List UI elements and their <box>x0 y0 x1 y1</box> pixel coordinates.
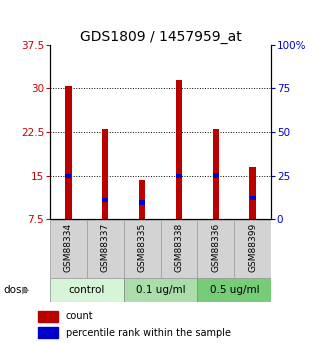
Text: control: control <box>68 285 105 295</box>
Text: GSM88335: GSM88335 <box>137 223 147 272</box>
Bar <box>213 129 219 219</box>
Bar <box>102 129 108 219</box>
Bar <box>38 327 57 338</box>
Text: 0.1 ug/ml: 0.1 ug/ml <box>136 285 185 295</box>
Bar <box>50 278 124 302</box>
Bar <box>213 174 219 178</box>
Bar <box>139 200 145 205</box>
Text: percentile rank within the sample: percentile rank within the sample <box>66 328 231 337</box>
Bar <box>102 198 108 202</box>
Bar <box>38 310 57 322</box>
Text: ▶: ▶ <box>22 285 29 295</box>
Text: GSM88399: GSM88399 <box>248 223 257 272</box>
Bar <box>124 220 160 278</box>
Text: 0.5 ug/ml: 0.5 ug/ml <box>210 285 259 295</box>
Bar <box>250 196 256 200</box>
Bar <box>65 86 72 219</box>
Bar <box>50 220 87 278</box>
Text: count: count <box>66 311 94 321</box>
Bar <box>87 220 124 278</box>
Bar <box>124 278 197 302</box>
Bar <box>65 174 71 178</box>
Bar <box>234 220 271 278</box>
Text: GSM88337: GSM88337 <box>100 223 110 272</box>
Text: GSM88334: GSM88334 <box>64 223 73 272</box>
Bar <box>197 220 234 278</box>
Text: dose: dose <box>3 285 28 295</box>
Text: GSM88336: GSM88336 <box>211 223 221 272</box>
Bar <box>176 80 182 219</box>
Bar <box>139 180 145 219</box>
Bar <box>197 278 271 302</box>
Text: GSM88338: GSM88338 <box>174 223 184 272</box>
Bar <box>249 167 256 219</box>
Bar <box>176 174 182 178</box>
Title: GDS1809 / 1457959_at: GDS1809 / 1457959_at <box>80 30 241 44</box>
Bar <box>160 220 197 278</box>
